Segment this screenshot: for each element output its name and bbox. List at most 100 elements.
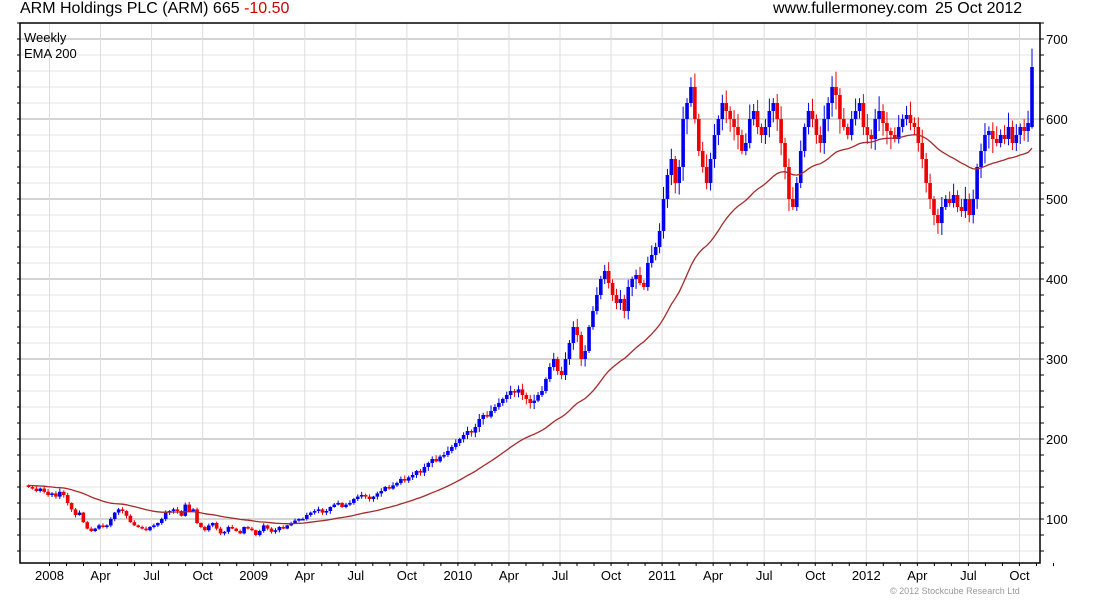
candle [359, 491, 364, 499]
candle-body [893, 135, 897, 139]
candle-body [661, 199, 666, 231]
candle-body [994, 139, 999, 143]
candle [732, 110, 736, 141]
candle-body [156, 523, 160, 526]
candle [226, 525, 231, 535]
candle-body [140, 527, 144, 529]
candle-body [732, 119, 736, 127]
candle-body [708, 159, 713, 183]
candle-body [34, 488, 39, 491]
candle-body [230, 527, 235, 529]
candle [528, 394, 533, 409]
candle-body [273, 530, 278, 532]
x-tick-label: Oct [601, 568, 622, 583]
candle-body [963, 199, 968, 211]
candle-body [136, 525, 141, 527]
candle-body [802, 127, 807, 151]
candle [991, 122, 995, 154]
candle [481, 412, 485, 425]
candle-body [348, 503, 352, 505]
candle-body [814, 119, 819, 135]
candle [469, 429, 474, 437]
candle-body [163, 512, 168, 519]
candle-body [54, 493, 58, 497]
candle-body [967, 199, 972, 215]
candle-body [207, 525, 211, 531]
candle-body [806, 111, 811, 127]
candle [845, 123, 850, 140]
candle-body [896, 127, 901, 139]
candle-body [857, 103, 862, 111]
candle-body [152, 525, 156, 527]
candle [602, 264, 607, 284]
candle [148, 525, 152, 532]
candle-body [281, 527, 286, 529]
candle-body [943, 199, 948, 207]
candle-body [783, 143, 787, 167]
candle-body [81, 512, 86, 523]
x-tick-label: Oct [397, 568, 418, 583]
candle [626, 279, 631, 320]
candle-body [845, 127, 850, 135]
candle [414, 470, 419, 478]
candle-body [775, 103, 779, 119]
candle-body [881, 111, 885, 123]
candle-body [58, 491, 62, 497]
candle-body [747, 119, 752, 143]
candle-body [865, 127, 870, 135]
candle [665, 168, 670, 208]
candle [771, 98, 776, 123]
candle-body [308, 512, 313, 515]
candle-body [328, 507, 333, 511]
candle-body [540, 391, 544, 395]
legend-ema: EMA 200 [24, 46, 77, 61]
candle [203, 525, 207, 532]
candle [363, 493, 368, 499]
candle [896, 114, 901, 144]
candle [473, 423, 478, 438]
candle-body [1026, 123, 1030, 131]
candle-body [403, 479, 407, 481]
candle [61, 490, 66, 498]
candle [97, 523, 101, 530]
candle [77, 510, 82, 516]
candle [657, 223, 662, 254]
candle-body [838, 95, 842, 119]
site-url[interactable]: www.fullermoney.com [773, 0, 928, 17]
candle [438, 454, 442, 463]
candle [1026, 110, 1030, 142]
candle-body [520, 389, 525, 395]
candle [583, 345, 587, 367]
candle [144, 526, 148, 532]
candle [975, 163, 979, 209]
candle [563, 352, 568, 381]
candle [344, 502, 348, 509]
candle-body [869, 135, 874, 139]
candle-body [109, 519, 113, 526]
copyright: © 2012 Stockcube Research Ltd [890, 586, 1020, 596]
candle-body [132, 522, 137, 526]
candle [979, 143, 983, 179]
candle [685, 98, 689, 135]
candle-body [697, 119, 701, 151]
candle [171, 507, 176, 514]
candle [634, 269, 638, 289]
candle-body [26, 485, 31, 487]
x-tick-label: Apr [295, 568, 316, 583]
candle-body [450, 447, 454, 451]
candle [630, 276, 634, 297]
x-tick-label: Jul [347, 568, 364, 583]
candle [132, 520, 137, 527]
candle-body [493, 407, 497, 411]
candle-body [481, 415, 485, 419]
candle-body [340, 503, 344, 507]
candle [54, 491, 58, 499]
candle [524, 392, 529, 405]
candle-body [238, 531, 242, 534]
candle-body [759, 127, 764, 135]
candle-body [195, 509, 199, 523]
candle-body [410, 475, 415, 478]
candle-body [332, 504, 337, 507]
candle-body [203, 527, 207, 531]
candle [355, 494, 360, 501]
